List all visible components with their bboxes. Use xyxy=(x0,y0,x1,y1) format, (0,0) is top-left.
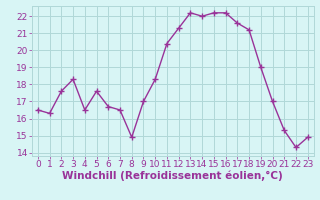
X-axis label: Windchill (Refroidissement éolien,°C): Windchill (Refroidissement éolien,°C) xyxy=(62,171,283,181)
